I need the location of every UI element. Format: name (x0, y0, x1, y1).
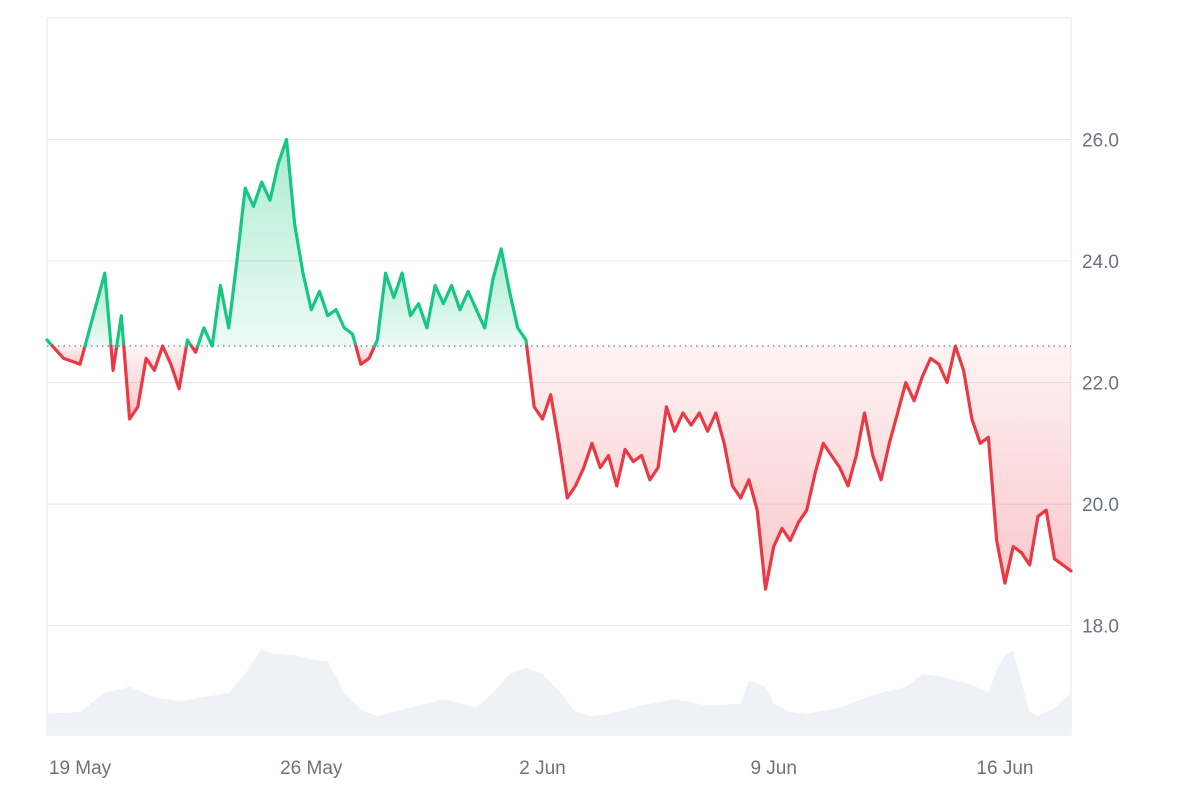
price-line-down (109, 344, 119, 372)
x-tick-label: 26 May (280, 758, 343, 779)
y-tick-label: 22.0 (1082, 374, 1119, 395)
price-fill-layer (47, 139, 1071, 590)
price-fill-up (197, 139, 356, 347)
y-tick-label: 20.0 (1082, 495, 1119, 516)
y-tick-label: 18.0 (1082, 617, 1119, 638)
x-tick-label: 16 Jun (976, 758, 1033, 779)
price-line-down (189, 344, 200, 354)
y-axis-labels: 18.0 20.0 22.0 24.0 26.0 (1082, 131, 1119, 638)
price-line-up (184, 338, 194, 348)
volume-area (47, 648, 1071, 735)
price-line-down (525, 344, 957, 591)
y-tick-label: 24.0 (1082, 252, 1119, 273)
price-line-up (196, 137, 358, 348)
x-tick-label: 19 May (49, 758, 112, 779)
price-line-layer (45, 137, 1073, 591)
price-line-down (50, 344, 87, 366)
price-line-down (122, 344, 165, 421)
price-fill-down (123, 346, 163, 419)
price-fill-up (374, 248, 527, 347)
x-tick-label: 9 Jun (750, 758, 796, 779)
x-tick-label: 2 Jun (519, 758, 565, 779)
price-line-up (83, 271, 113, 348)
volume-area-layer (47, 648, 1071, 735)
price-line-up (373, 247, 529, 348)
price-line-up (115, 314, 126, 348)
x-axis-labels: 19 May 26 May 2 Jun 9 Jun 16 Jun (49, 758, 1034, 779)
price-line-down (354, 344, 377, 366)
price-fill-down (52, 346, 85, 365)
price-line-down (953, 344, 1073, 585)
y-tick-label: 26.0 (1082, 131, 1119, 152)
price-line-down (161, 344, 188, 391)
price-fill-down (955, 346, 1071, 584)
price-fill-down (526, 346, 956, 590)
